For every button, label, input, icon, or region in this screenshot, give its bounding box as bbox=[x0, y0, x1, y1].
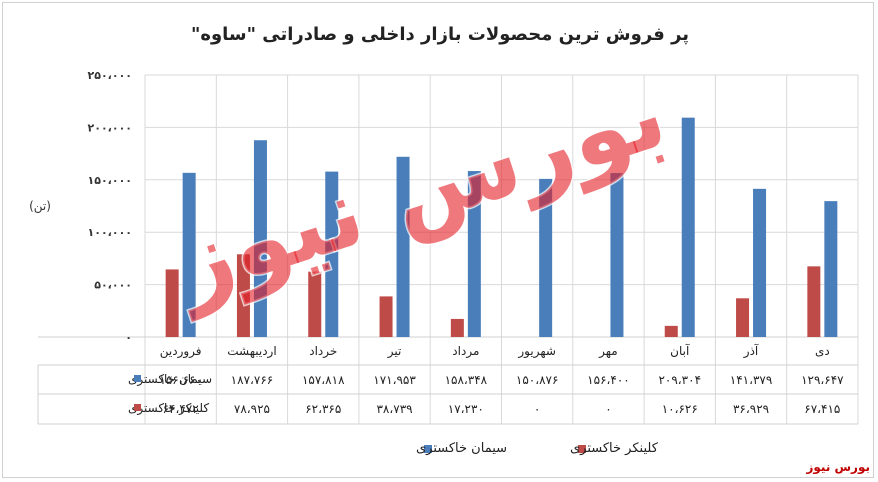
y-tick-label: ۵۰،۰۰۰ bbox=[94, 279, 132, 292]
y-tick-label: ۲۰۰،۰۰۰ bbox=[88, 121, 132, 134]
y-tick-label: ۰ bbox=[125, 331, 132, 344]
bar bbox=[308, 271, 322, 337]
legend-key bbox=[578, 445, 586, 453]
data-label: ۱۵۸،۳۴۸ bbox=[445, 373, 488, 387]
bar bbox=[379, 296, 393, 337]
bar bbox=[450, 318, 464, 337]
bar bbox=[236, 254, 250, 337]
category-label: اردیبهشت bbox=[227, 344, 276, 359]
bar bbox=[539, 178, 553, 337]
bar bbox=[681, 117, 695, 337]
y-axis-label: (تن) bbox=[29, 199, 51, 214]
data-label: ۷۸،۹۲۵ bbox=[234, 402, 270, 416]
y-tick-label: ۱۰۰،۰۰۰ bbox=[88, 226, 132, 239]
category-label: خرداد bbox=[309, 344, 337, 359]
legend: سیمان خاکستری کلینکر خاکستری bbox=[416, 441, 659, 456]
axis-layer: ۰ ۵۰،۰۰۰ ۱۰۰،۰۰۰ ۱۵۰،۰۰۰ ۲۰۰،۰۰۰ ۲۵۰،۰۰۰ bbox=[88, 69, 132, 344]
y-tick-label: ۱۵۰،۰۰۰ bbox=[88, 174, 132, 187]
data-label: ۳۶،۹۲۹ bbox=[733, 402, 769, 416]
series-key bbox=[134, 404, 141, 411]
series-key bbox=[134, 375, 141, 382]
bar bbox=[182, 172, 196, 337]
data-label: ۱۲۹،۶۴۷ bbox=[801, 373, 844, 387]
data-label: ۱۵۶،۶۶۰ bbox=[159, 373, 202, 387]
data-label: ۱۸۷،۷۶۶ bbox=[231, 373, 274, 387]
series-name: سیمان خاکستری bbox=[128, 372, 212, 387]
bar bbox=[253, 140, 267, 337]
data-label: ۳۸،۷۳۹ bbox=[376, 402, 412, 416]
category-label: مهر bbox=[598, 344, 618, 359]
watermark-text: بورس نیوز bbox=[157, 57, 679, 323]
bar bbox=[824, 201, 838, 337]
category-label: تیر bbox=[387, 344, 402, 359]
category-label: دی bbox=[815, 344, 830, 358]
y-tick-label: ۲۵۰،۰۰۰ bbox=[88, 69, 132, 82]
data-label: ۰ bbox=[534, 402, 540, 416]
category-label: شهریور bbox=[517, 344, 556, 359]
bars-layer bbox=[165, 117, 838, 337]
data-label: ۲۰۹،۳۰۴ bbox=[658, 373, 701, 387]
chart-title: پر فروش ترین محصولات بازار داخلی و صادرا… bbox=[191, 24, 689, 45]
bar bbox=[807, 266, 821, 337]
category-label: آبان bbox=[670, 343, 690, 358]
data-label: ۶۲،۳۶۵ bbox=[305, 402, 341, 416]
bar bbox=[165, 269, 179, 337]
bar bbox=[396, 156, 410, 337]
footer-logo-text: بورس نیوز bbox=[806, 460, 870, 474]
category-label: فروردین bbox=[160, 344, 202, 359]
legend-entry: کلینکر خاکستری bbox=[570, 441, 659, 456]
legend-entry: سیمان خاکستری bbox=[416, 441, 507, 456]
series-name: کلینکر خاکستری bbox=[128, 401, 209, 416]
data-table: فروردین ۱۵۶،۶۶۰ ۶۴،۴۷۲ اردیبهشت ۱۸۷،۷۶۶ ۷۸،۹۲… bbox=[128, 343, 844, 416]
data-label: ۰ bbox=[605, 402, 611, 416]
category-label: مرداد bbox=[452, 344, 479, 359]
category-label: آذر bbox=[743, 343, 759, 359]
data-label: ۶۷،۴۱۵ bbox=[804, 402, 840, 416]
watermark-layer: بورس نیوز bbox=[156, 55, 681, 324]
data-label: ۱۵۷،۸۱۸ bbox=[302, 373, 345, 387]
bar bbox=[610, 173, 624, 337]
bar bbox=[736, 298, 750, 337]
data-label: ۱۵۰،۸۷۶ bbox=[516, 373, 559, 387]
bar bbox=[325, 171, 339, 337]
data-label: ۱۷۱،۹۵۳ bbox=[373, 373, 416, 387]
data-label: ۱۴۱،۳۷۹ bbox=[730, 373, 773, 387]
legend-key bbox=[424, 445, 432, 453]
bar bbox=[753, 188, 767, 337]
data-label: ۱۵۶،۴۰۰ bbox=[587, 373, 630, 387]
data-label: ۱۷،۲۳۰ bbox=[448, 402, 484, 416]
data-label: ۶۴،۴۷۲ bbox=[163, 402, 199, 416]
bar bbox=[664, 325, 678, 337]
data-label: ۱۰،۶۲۶ bbox=[662, 402, 698, 416]
bar bbox=[467, 171, 481, 337]
